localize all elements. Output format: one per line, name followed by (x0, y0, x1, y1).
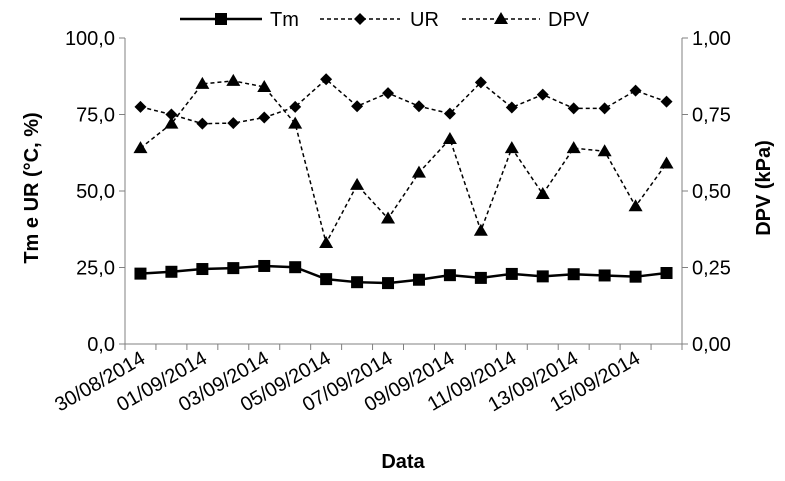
data-point-dpv (226, 73, 241, 86)
y-left-tick-label: 25,0 (76, 258, 115, 280)
data-point-dpv (597, 144, 612, 157)
y-left-tick-label: 75,0 (76, 105, 115, 127)
data-point-tm (629, 270, 642, 283)
data-point-ur (258, 111, 271, 124)
data-point-tm (227, 262, 240, 275)
data-point-tm (165, 265, 178, 278)
data-point-tm (660, 267, 673, 280)
data-point-ur (412, 100, 425, 113)
data-point-ur (320, 73, 333, 86)
legend-item-ur: UR (320, 9, 439, 31)
data-point-dpv (628, 199, 643, 212)
y-axis-right-title: DPV (kPa) (753, 140, 775, 236)
legend-item-dpv: DPV (462, 9, 590, 31)
data-point-ur (134, 100, 147, 113)
data-point-tm (443, 269, 456, 282)
data-point-dpv (288, 116, 303, 129)
data-point-dpv (473, 223, 488, 236)
data-point-dpv (164, 116, 179, 129)
data-point-tm (289, 261, 302, 274)
y-right-tick-label: 1,00 (692, 28, 731, 50)
data-point-dpv (442, 131, 457, 144)
data-point-ur (165, 108, 178, 121)
data-point-dpv (319, 236, 334, 249)
x-axis-title: Data (381, 451, 425, 473)
data-point-ur (443, 107, 456, 120)
series-tm (134, 259, 673, 290)
data-point-tm (320, 273, 333, 286)
data-point-dpv (381, 211, 396, 224)
data-point-dpv (350, 177, 365, 190)
data-point-dpv (566, 141, 581, 154)
y-left-tick-label: 50,0 (76, 181, 115, 203)
series-line-ur (140, 78, 667, 125)
data-point-tm (567, 268, 580, 281)
data-point-ur (567, 102, 580, 115)
data-point-tm (598, 269, 611, 282)
y-right-tick-label: 0,75 (692, 105, 731, 127)
legend-label: Tm (270, 9, 299, 31)
data-point-tm (412, 273, 425, 286)
y-right-tick-label: 0,25 (692, 258, 731, 280)
data-point-tm (196, 263, 209, 276)
legend-item-tm: Tm (180, 9, 299, 31)
y-right-tick-label: 0,50 (692, 181, 731, 203)
data-point-ur (196, 117, 209, 130)
data-point-dpv (411, 165, 426, 178)
data-point-tm (351, 276, 364, 289)
legend-label: UR (410, 9, 439, 31)
data-point-ur (382, 87, 395, 100)
data-point-dpv (504, 141, 519, 154)
data-point-tm (134, 267, 147, 280)
series-ur (134, 73, 673, 130)
data-point-ur (536, 88, 549, 101)
y-axis-left-title: Tm e UR (°C, %) (21, 112, 43, 263)
data-point-ur (351, 100, 364, 113)
series-line-dpv (140, 80, 668, 246)
data-point-ur (289, 100, 302, 113)
data-point-dpv (133, 141, 148, 154)
data-point-dpv (659, 156, 674, 169)
data-point-ur (598, 102, 611, 115)
data-point-dpv (257, 79, 272, 92)
data-point-ur (227, 117, 240, 130)
data-point-tm (258, 259, 271, 272)
legend-marker (215, 13, 227, 25)
data-point-tm (474, 271, 487, 284)
series-dpv (133, 73, 674, 249)
data-point-tm (382, 277, 395, 290)
data-point-dpv (535, 187, 550, 200)
data-point-ur (474, 76, 487, 89)
data-point-ur (629, 84, 642, 97)
series-line-tm (140, 264, 667, 285)
data-point-tm (505, 267, 518, 280)
data-point-ur (660, 95, 673, 108)
y-left-tick-label: 0,0 (87, 334, 115, 356)
data-point-ur (505, 101, 518, 114)
data-point-tm (536, 270, 549, 283)
legend-marker (354, 13, 366, 25)
y-left-tick-label: 100,0 (65, 28, 115, 50)
data-point-dpv (195, 76, 210, 89)
y-right-tick-label: 0,00 (692, 334, 731, 356)
legend-marker (494, 12, 508, 24)
legend-label: DPV (548, 9, 590, 31)
